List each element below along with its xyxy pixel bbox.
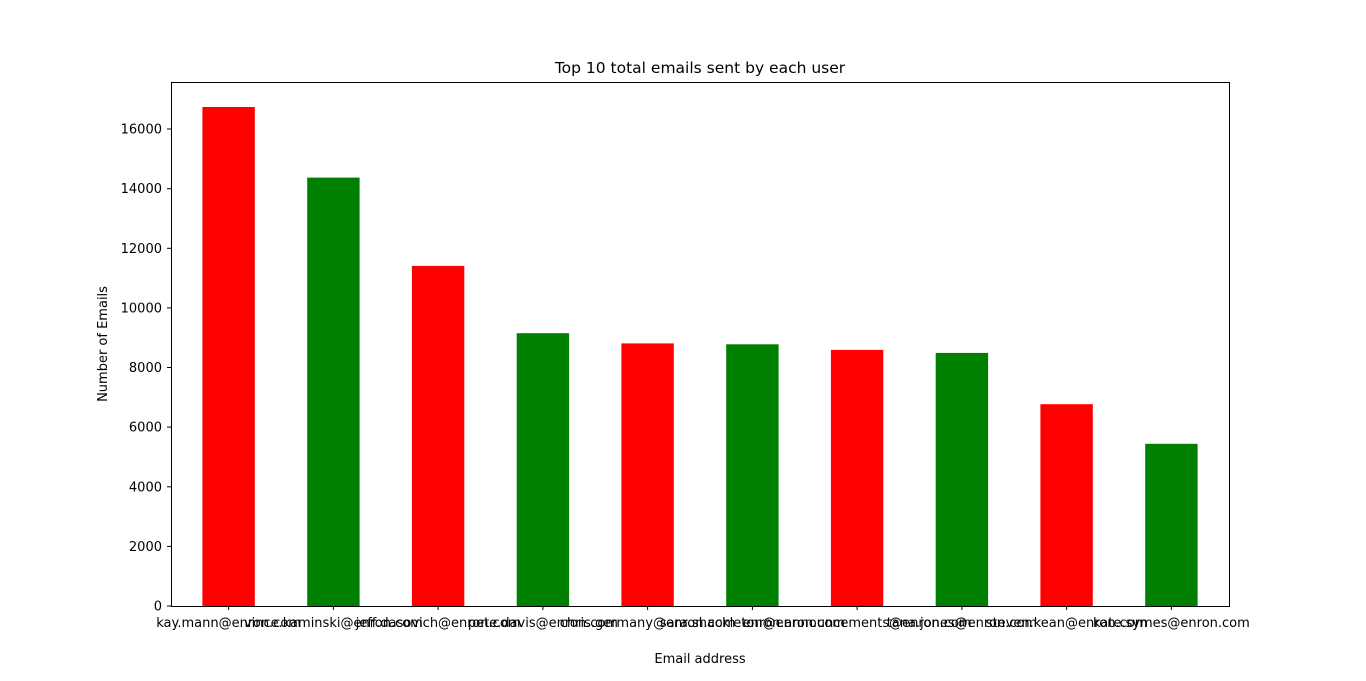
- bars-group: [202, 107, 1198, 606]
- bar-6: [726, 344, 779, 606]
- bar-5: [621, 343, 674, 606]
- y-tick-label: 0: [154, 600, 162, 615]
- y-tick-label: 14000: [121, 182, 162, 197]
- x-tick-label: enron.announcements@enron.com: [743, 616, 972, 631]
- x-tick-label: steven.kean@enron.com: [986, 616, 1148, 631]
- bar-1: [202, 107, 255, 606]
- y-tick-label: 2000: [129, 540, 162, 555]
- bar-3: [411, 265, 465, 606]
- x-axis: kay.mann@enron.comvince.kaminski@enron.c…: [156, 606, 1250, 631]
- y-tick-label: 4000: [129, 480, 162, 495]
- plot-frame: [171, 82, 1230, 607]
- bar-9: [1040, 404, 1093, 606]
- bar-10: [1145, 443, 1198, 606]
- x-tick-label: vince.kaminski@enron.com: [244, 616, 423, 631]
- x-tick-label: chris.germany@enron.com: [560, 616, 736, 631]
- bar-2: [307, 177, 360, 606]
- y-tick-label: 10000: [121, 301, 162, 316]
- bar-8: [935, 352, 989, 606]
- x-tick-label: kate.symes@enron.com: [1093, 616, 1250, 631]
- x-tick-label: pete.davis@enron.com: [468, 616, 618, 631]
- x-tick-label: jeff.dasovich@enron.com: [355, 616, 521, 631]
- x-axis-label: Email address: [654, 652, 746, 667]
- bar-4: [516, 333, 570, 606]
- x-tick-label: kay.mann@enron.com: [156, 616, 301, 631]
- y-axis-label: Number of Emails: [96, 286, 111, 402]
- x-tick-label: sara.shackleton@enron.com: [660, 616, 845, 631]
- y-tick-label: 16000: [121, 123, 162, 138]
- x-tick-label: tana.jones@enron.com: [887, 616, 1037, 631]
- chart-title: Top 10 total emails sent by each user: [554, 59, 846, 77]
- y-axis: 0 2000 4000 6000 8000 10000 12000 14000 16000: [121, 123, 171, 615]
- y-tick-label: 12000: [121, 242, 162, 257]
- y-tick-label: 6000: [129, 421, 162, 436]
- y-tick-label: 8000: [129, 361, 162, 376]
- bar-7: [830, 349, 884, 606]
